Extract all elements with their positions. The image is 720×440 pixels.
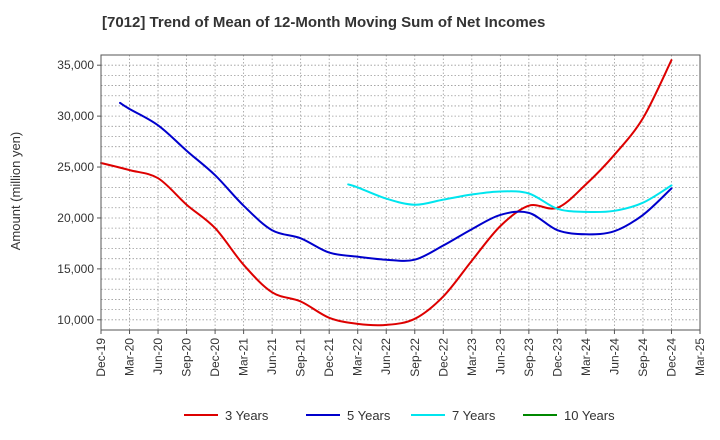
x-tick-label: Dec-21	[322, 338, 336, 377]
x-tick-label: Sep-23	[522, 338, 536, 377]
x-tick-label: Mar-22	[351, 338, 365, 376]
y-tick-label: 30,000	[57, 109, 94, 123]
x-tick-label: Sep-24	[636, 338, 650, 377]
series-line-5-years	[119, 101, 673, 262]
x-tick-label: Mar-24	[579, 338, 593, 376]
y-tick-label: 15,000	[57, 262, 94, 276]
x-tick-label: Dec-24	[664, 338, 678, 377]
grid	[101, 55, 700, 330]
y-tick-label: 25,000	[57, 160, 94, 174]
x-tick-label: Jun-24	[607, 338, 621, 375]
y-tick-label: 10,000	[57, 313, 94, 327]
x-tick-label: Jun-21	[265, 338, 279, 375]
legend-label: 10 Years	[564, 408, 615, 423]
x-tick-label: Sep-22	[408, 338, 422, 377]
x-tick-label: Dec-20	[208, 338, 222, 377]
legend-label: 3 Years	[225, 408, 269, 423]
legend-label: 5 Years	[347, 408, 391, 423]
y-tick-label: 20,000	[57, 211, 94, 225]
series-lines	[100, 59, 673, 327]
x-tick-label: Jun-20	[151, 338, 165, 375]
legend: 3 Years 5 Years 7 Years 10 Years	[184, 408, 615, 423]
chart-title: [7012] Trend of Mean of 12-Month Moving …	[102, 14, 546, 31]
y-axis: 10,000 15,000 20,000 25,000 30,000 35,000	[57, 58, 101, 327]
series-line-7-years	[347, 183, 673, 214]
y-tick-label: 35,000	[57, 58, 94, 72]
x-tick-label: Mar-23	[465, 338, 479, 376]
y-axis-title: Amount (million yen)	[8, 132, 23, 251]
x-tick-label: Dec-22	[436, 338, 450, 377]
x-tick-label: Sep-21	[294, 338, 308, 377]
x-tick-label: Sep-20	[180, 338, 194, 377]
x-tick-label: Dec-19	[94, 338, 108, 377]
x-tick-label: Jun-23	[493, 338, 507, 375]
x-tick-label: Dec-23	[550, 338, 564, 377]
series-line-3-years	[100, 59, 673, 327]
x-axis: Dec-19 Mar-20 Jun-20 Sep-20 Dec-20 Mar-21 Jun-…	[94, 330, 707, 377]
x-tick-label: Mar-25	[693, 338, 707, 376]
x-tick-label: Mar-21	[237, 338, 251, 376]
plot-frame	[100, 54, 701, 331]
x-tick-label: Mar-20	[123, 338, 137, 376]
x-tick-label: Jun-22	[379, 338, 393, 375]
legend-label: 7 Years	[452, 408, 496, 423]
